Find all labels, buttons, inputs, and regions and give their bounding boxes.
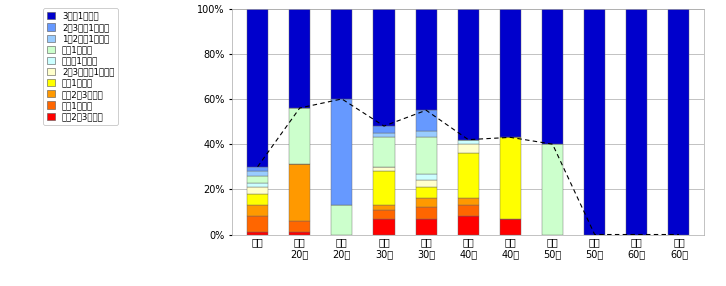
Bar [415,137,436,174]
Bar [415,207,436,219]
Bar [584,9,605,235]
Bar [373,210,394,219]
Bar [247,187,268,194]
Bar [500,9,521,137]
Bar [289,9,310,108]
Bar [247,9,268,167]
Bar [289,232,310,235]
Bar [247,176,268,182]
Bar [247,182,268,187]
Bar [247,167,268,171]
Bar [331,9,352,99]
Bar [500,219,521,235]
Bar [247,171,268,176]
Bar [331,205,352,235]
Bar [247,194,268,205]
Bar [247,205,268,217]
Bar [500,137,521,219]
Bar [457,205,479,217]
Bar [457,198,479,205]
Bar [373,126,394,133]
Bar [373,133,394,137]
Bar [457,9,479,140]
Bar [415,174,436,180]
Bar [457,153,479,198]
Bar [373,205,394,210]
Bar [289,221,310,232]
Bar [289,164,310,221]
Bar [373,219,394,235]
Bar [289,108,310,164]
Bar [247,232,268,235]
Bar [331,99,352,205]
Bar [415,131,436,137]
Bar [457,140,479,144]
Legend: 3年に1回未満, 2〜3年に1回程度, 1〜2年に1回程度, 年に1回程度, 半年に1回程度, 2〜3カ月に1回程度, 月に1回程度, 月に2〜3回程度, 週に: 3年に1回未満, 2〜3年に1回程度, 1〜2年に1回程度, 年に1回程度, 半… [43,8,118,125]
Bar [415,219,436,235]
Bar [373,137,394,167]
Bar [247,217,268,232]
Bar [415,9,436,110]
Bar [457,217,479,235]
Bar [373,167,394,171]
Bar [415,110,436,131]
Bar [542,9,563,144]
Bar [415,180,436,187]
Bar [373,171,394,205]
Bar [415,187,436,198]
Bar [415,198,436,207]
Bar [542,144,563,235]
Bar [373,9,394,126]
Bar [457,144,479,153]
Bar [669,9,690,235]
Bar [627,9,648,235]
